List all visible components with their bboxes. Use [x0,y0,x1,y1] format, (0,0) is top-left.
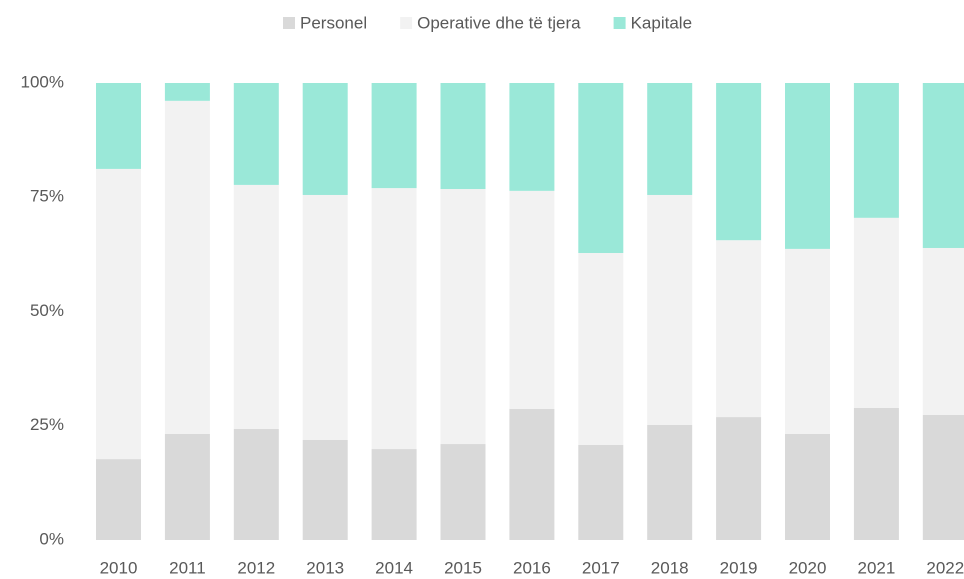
x-tick-label: 2010 [100,558,138,577]
bar-segment [233,184,279,429]
bar-segment [96,83,141,169]
bar-segment [578,253,624,445]
bar-segment [647,83,693,195]
bar-segment [440,444,486,540]
y-tick-label: 25% [30,415,64,434]
bar-segment [922,247,964,415]
x-tick-label: 2014 [375,558,413,577]
bar-segment [164,433,210,540]
legend-swatch [613,17,626,29]
bar-segment [647,194,693,425]
bar-segment [440,83,486,190]
bar-segment [853,217,899,408]
x-tick-label: 2015 [444,558,482,577]
x-tick-label: 2020 [789,558,827,577]
bar-segment [509,408,555,540]
x-tick-label: 2018 [651,558,689,577]
bar-segment [509,190,555,409]
y-tick-label: 0% [39,529,64,548]
bar-segment [578,444,624,540]
x-tick-label: 2017 [582,558,620,577]
bar-segment [647,424,693,540]
bar-segment [716,240,762,418]
bar-segment [509,83,555,191]
x-tick-label: 2016 [513,558,551,577]
x-tick-label: 2012 [237,558,275,577]
bar-segment [853,83,899,218]
legend-label: Personel [300,13,367,32]
bar-segment [853,407,899,540]
x-tick-label: 2011 [169,558,206,577]
bar-segment [164,100,210,434]
y-tick-label: 75% [30,187,64,206]
bar-segment [371,188,417,450]
bar-segment [440,189,486,445]
bar-segment [302,194,348,440]
bar-segment [96,459,141,540]
bar-segment [233,428,279,540]
x-tick-label: 2013 [306,558,344,577]
x-tick-label: 2019 [720,558,758,577]
bar-segment [716,417,762,540]
legend-label: Kapitale [631,13,692,32]
bar-segment [922,414,964,540]
bar-segment [371,83,417,189]
y-tick-label: 50% [30,301,64,320]
bar-segment [922,83,964,248]
bar-segment [302,439,348,540]
bar-segment [371,449,417,540]
legend-swatch [283,17,295,29]
bar-segment [785,83,830,249]
legend-label: Operative dhe të tjera [417,13,581,32]
bar-segment [716,83,762,241]
legend-swatch [400,17,413,29]
x-tick-label: 2021 [857,558,895,577]
bar-segment [96,168,141,460]
bar-segment [785,248,830,434]
bar-segment [578,83,624,254]
x-tick-label: 2022 [926,558,964,577]
y-tick-label: 100% [21,72,64,91]
bar-segment [302,83,348,195]
bar-segment [233,83,279,185]
bar-segment [164,83,210,101]
bar-segment [785,433,830,540]
